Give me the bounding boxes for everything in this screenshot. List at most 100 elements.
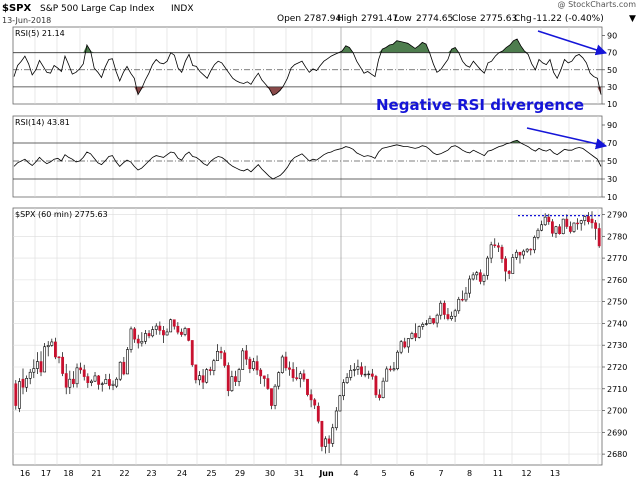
y-tick-label: 70 — [607, 139, 617, 148]
candle-body — [447, 315, 449, 319]
candle-body — [141, 341, 143, 343]
candle-body — [339, 396, 341, 411]
candle — [321, 421, 323, 451]
low-value: 2774.65 — [416, 14, 453, 24]
candle-body — [530, 249, 532, 250]
candle-body — [274, 386, 276, 405]
candle-body — [36, 362, 38, 369]
x-tick-label: 24 — [177, 469, 187, 478]
candle-body — [591, 219, 593, 223]
candle-body — [486, 258, 488, 275]
candle-body — [202, 376, 204, 383]
candle-body — [234, 377, 236, 382]
candle-body — [555, 227, 557, 234]
candle — [418, 325, 420, 338]
close-label: Close — [452, 14, 477, 24]
candle-body — [411, 333, 413, 338]
candle — [537, 228, 539, 239]
candle-body — [191, 340, 193, 364]
candle-body — [278, 373, 280, 387]
candle-body — [18, 382, 20, 409]
candle-body — [526, 249, 528, 251]
candle-body — [562, 219, 564, 234]
candle-body — [335, 411, 337, 428]
panel-title: RSI(14) 43.81 — [15, 118, 70, 127]
y-tick-label: 2720 — [607, 363, 627, 372]
candle-body — [537, 230, 539, 237]
price-frame — [13, 208, 602, 465]
candle — [242, 348, 244, 370]
candle-body — [76, 368, 78, 384]
candle-body — [166, 332, 168, 335]
candle — [573, 222, 575, 232]
candle-body — [598, 228, 600, 245]
candle-body — [260, 370, 262, 376]
candle-body — [386, 369, 388, 381]
candle — [188, 328, 190, 341]
candle — [562, 219, 564, 235]
y-tick-label: 2750 — [607, 298, 627, 307]
y-tick-label: 50 — [607, 66, 617, 75]
candle-body — [389, 369, 391, 370]
candle-body — [533, 237, 535, 249]
candle-body — [270, 389, 272, 406]
candle-body — [382, 381, 384, 398]
y-tick-label: 2690 — [607, 428, 627, 437]
candle-body — [443, 303, 445, 314]
candle-body — [119, 362, 121, 379]
candle-body — [504, 259, 506, 271]
candle-body — [332, 428, 334, 444]
open-label: Open — [277, 14, 301, 24]
candle-body — [130, 329, 132, 350]
candle-body — [296, 378, 298, 379]
candle — [126, 347, 128, 374]
y-tick-label: 2780 — [607, 232, 627, 241]
candle-body — [540, 225, 542, 230]
price-panel: 2680 2690 2700 2710 2720 2730 2740 2750 2760 2770… — [13, 208, 627, 465]
candle-body — [584, 216, 586, 220]
candle-body — [206, 370, 208, 383]
candle-body — [134, 329, 136, 339]
candle-body — [364, 374, 366, 375]
candle-body — [321, 421, 323, 446]
candle-body — [288, 368, 290, 370]
candle-body — [494, 245, 496, 246]
candle-body — [587, 216, 589, 221]
candle-body — [558, 227, 560, 234]
candle-body — [184, 328, 186, 334]
candle-body — [461, 299, 463, 300]
candle-body — [170, 320, 172, 332]
candle — [170, 319, 172, 332]
y-tick-label: 70 — [607, 49, 617, 58]
rsi-frame — [13, 116, 602, 197]
candle-body — [112, 384, 114, 385]
y-tick-label: 2760 — [607, 276, 627, 285]
candle-body — [483, 275, 485, 281]
x-tick-label: 22 — [119, 469, 129, 478]
y-tick-label: 2710 — [607, 385, 627, 394]
candle-body — [353, 369, 355, 370]
candle — [15, 380, 17, 410]
candle-body — [317, 406, 319, 421]
candle-body — [177, 326, 179, 332]
y-tick-label: 2730 — [607, 341, 627, 350]
y-tick-label: 30 — [607, 83, 617, 92]
candle-body — [544, 217, 546, 225]
candle-body — [15, 384, 17, 406]
candle-body — [249, 359, 251, 369]
candle-body — [368, 374, 370, 375]
candle-body — [458, 299, 460, 311]
divergence-annotation: Negative RSI divergence — [376, 96, 584, 114]
candle-body — [425, 324, 427, 325]
candle — [281, 355, 283, 374]
candle-body — [548, 217, 550, 222]
candle — [375, 375, 377, 398]
candle-body — [371, 374, 373, 376]
candle-body — [422, 324, 424, 326]
candle-body — [472, 275, 474, 279]
candle-body — [350, 370, 352, 377]
credit-text: @ StockCharts.com — [558, 0, 637, 9]
high-value: 2791.47 — [361, 14, 398, 24]
candle-body — [292, 369, 294, 377]
